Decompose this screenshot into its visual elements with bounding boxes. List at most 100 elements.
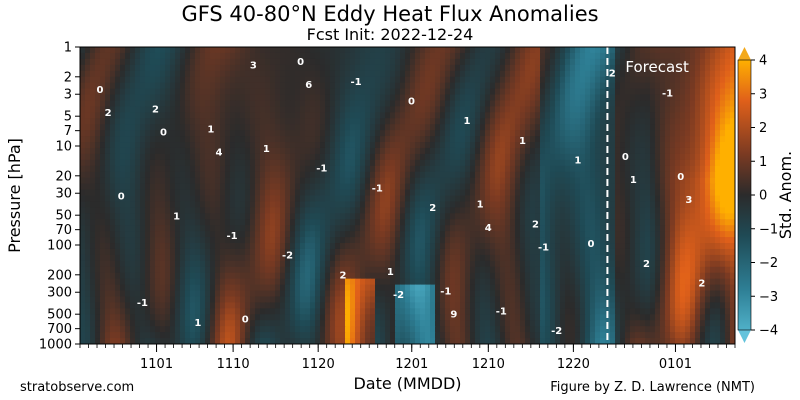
heatmap-cell: [355, 213, 361, 220]
heatmap-cell: [490, 52, 496, 60]
heatmap-cell: [530, 225, 536, 232]
heatmap-cell: [215, 147, 221, 155]
heatmap-cell: [380, 231, 386, 238]
heatmap-cell: [245, 88, 251, 96]
heatmap-cell: [225, 112, 231, 119]
heatmap-cell: [245, 94, 251, 102]
heatmap-cell: [360, 82, 366, 90]
heatmap-cell: [115, 58, 121, 66]
heatmap-cell: [100, 88, 106, 96]
heatmap-cell: [660, 189, 666, 197]
heatmap-cell: [315, 76, 321, 84]
heatmap-cell: [625, 189, 631, 197]
heatmap-cell: [355, 100, 361, 107]
heatmap-cell: [475, 159, 481, 167]
heatmap-cell: [335, 88, 341, 96]
heatmap-cell: [595, 195, 601, 203]
heatmap-cell: [155, 165, 161, 173]
heatmap-cell: [530, 142, 536, 149]
heatmap-cell: [370, 159, 376, 167]
heatmap-cell: [310, 201, 316, 208]
heatmap-cell: [480, 165, 486, 173]
heatmap-cell: [125, 231, 131, 238]
heatmap-cell: [480, 147, 486, 155]
heatmap-cell: [390, 112, 396, 119]
heatmap-cell: [455, 47, 461, 54]
heatmap-cell: [520, 189, 526, 197]
heatmap-cell: [310, 177, 316, 185]
heatmap-cell: [380, 124, 386, 131]
heatmap-cell: [335, 147, 341, 155]
heatmap-cell: [455, 52, 461, 60]
heatmap-cell: [315, 153, 321, 161]
heatmap-cell: [650, 64, 656, 72]
heatmap-cell: [570, 47, 576, 54]
heatmap-cell: [670, 118, 676, 125]
heatmap-cell: [645, 171, 651, 179]
heatmap-cell: [685, 231, 691, 238]
heatmap-cell: [315, 142, 321, 149]
heatmap-cell: [80, 142, 86, 149]
heatmap-cell: [705, 165, 711, 173]
heatmap-cell: [435, 219, 441, 226]
heatmap-cell: [415, 231, 421, 238]
heatmap-cell: [360, 231, 366, 238]
heatmap-cell: [465, 237, 471, 244]
heatmap-cell: [285, 153, 291, 161]
heatmap-cell: [520, 260, 526, 268]
heatmap-cell: [245, 213, 251, 220]
heatmap-cell: [170, 70, 176, 78]
heatmap-cell: [150, 254, 156, 262]
heatmap-cell: [320, 159, 326, 167]
heatmap-cell: [160, 201, 166, 208]
heatmap-cell: [665, 142, 671, 149]
heatmap-cell: [195, 165, 201, 173]
heatmap-cell: [595, 171, 601, 179]
heatmap-cell: [700, 237, 706, 244]
heatmap-cell: [630, 64, 636, 72]
heatmap-cell: [540, 207, 546, 214]
heatmap-cell: [650, 76, 656, 84]
heatmap-cell: [630, 112, 636, 119]
heatmap-cell: [515, 254, 521, 262]
heatmap-cell: [140, 177, 146, 185]
heatmap-cell: [610, 159, 616, 167]
heatmap-cell: [345, 243, 351, 250]
heatmap-cell: [620, 183, 626, 191]
heatmap-cell: [640, 47, 646, 54]
heatmap-cell: [430, 153, 436, 161]
heatmap-cell: [710, 88, 716, 96]
heatmap-cell: [130, 201, 136, 208]
heatmap-cell: [385, 153, 391, 161]
heatmap-cell: [300, 130, 306, 137]
heatmap-cell: [415, 177, 421, 185]
heatmap-cell: [310, 58, 316, 66]
heatmap-cell: [340, 260, 346, 268]
heatmap-cell: [685, 118, 691, 125]
heatmap-cell: [500, 100, 506, 107]
heatmap-cell: [375, 70, 381, 78]
heatmap-cell: [520, 177, 526, 185]
heatmap-cell: [320, 52, 326, 60]
heatmap-cell: [175, 248, 181, 256]
heatmap-cell: [305, 47, 311, 54]
heatmap-cell: [325, 237, 331, 244]
heatmap-cell: [120, 254, 126, 262]
heatmap-cell: [225, 147, 231, 155]
heatmap-cell: [320, 171, 326, 179]
heatmap-cell: [480, 58, 486, 66]
heatmap-cell: [630, 124, 636, 131]
heatmap-cell: [340, 189, 346, 197]
heatmap-cell: [625, 136, 631, 143]
heatmap-cell: [690, 165, 696, 173]
heatmap-cell: [90, 272, 96, 280]
heatmap-cell: [250, 219, 256, 226]
heatmap-cell: [350, 142, 356, 149]
heatmap-cell: [565, 266, 571, 274]
heatmap-cell: [500, 201, 506, 208]
heatmap-cell: [690, 70, 696, 78]
heatmap-cell: [380, 266, 386, 274]
heatmap-cell: [595, 64, 601, 72]
heatmap-cell: [635, 159, 641, 167]
heatmap-cell: [235, 70, 241, 78]
